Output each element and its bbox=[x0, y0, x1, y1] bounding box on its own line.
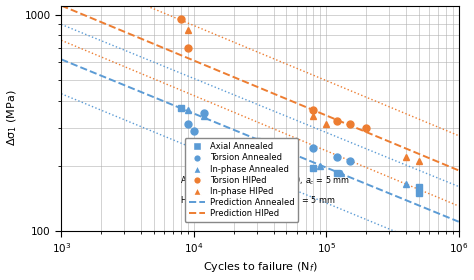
Text: Annealed: $R_v$ = 44 μm, $a_o$ = 0, $a_c$ = 5 mm: Annealed: $R_v$ = 44 μm, $a_o$ = 0, $a_c… bbox=[181, 174, 350, 187]
Legend: Axial Annealed, Torsion Annealed, In-phase Annealed, Torsion HIPed, In-phase HIP: Axial Annealed, Torsion Annealed, In-pha… bbox=[185, 138, 299, 222]
Text: HIPed : $R_v$ =34 μm, $a_0$ = 0, $a_c$ = 5 mm: HIPed : $R_v$ =34 μm, $a_0$ = 0, $a_c$ =… bbox=[181, 194, 336, 207]
X-axis label: Cycles to failure (N$_f$): Cycles to failure (N$_f$) bbox=[203, 260, 317, 274]
Y-axis label: Δσ$_1$ (MPa): Δσ$_1$ (MPa) bbox=[6, 90, 19, 146]
